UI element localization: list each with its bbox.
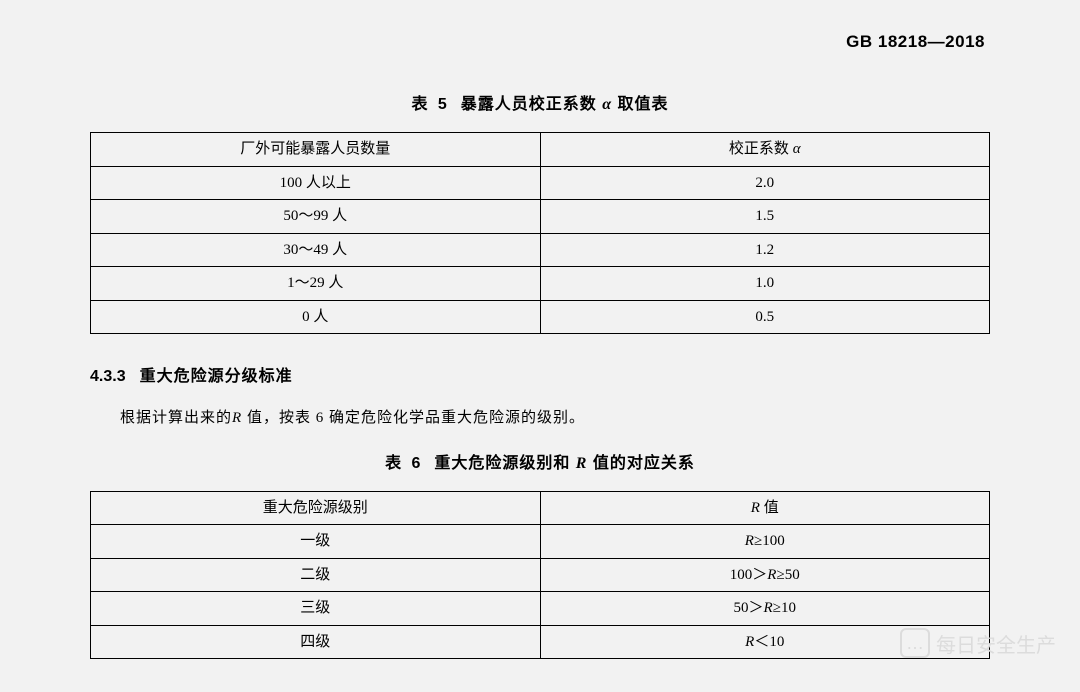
table-row: 50～99 人 1.5 bbox=[91, 200, 990, 234]
table5-col1-header: 厂外可能暴露人员数量 bbox=[91, 133, 541, 167]
table-row: 0 人 0.5 bbox=[91, 300, 990, 334]
table-row: 30～49 人 1.2 bbox=[91, 233, 990, 267]
cell: 二级 bbox=[91, 558, 541, 592]
cell: R＜10 bbox=[540, 625, 990, 659]
table5-title-num: 表 5 bbox=[411, 96, 449, 113]
cell-R: R bbox=[764, 600, 773, 616]
cell-seg: ≥10 bbox=[773, 600, 796, 616]
cell: 一级 bbox=[91, 525, 541, 559]
table6-col2-R: R bbox=[751, 500, 760, 516]
cell-seg: ＜10 bbox=[754, 634, 784, 650]
table-row: 100 人以上 2.0 bbox=[91, 166, 990, 200]
para-R: R bbox=[232, 410, 242, 426]
cell-seg: ≥50 bbox=[776, 567, 799, 583]
cell: 四级 bbox=[91, 625, 541, 659]
cell: 30～49 人 bbox=[91, 233, 541, 267]
cell-R: R bbox=[745, 533, 754, 549]
table6-title-num: 表 6 bbox=[385, 455, 423, 472]
table5-title-alpha: α bbox=[602, 96, 612, 113]
cell: 三级 bbox=[91, 592, 541, 626]
table6-title: 表 6 重大危险源级别和 R 值的对应关系 bbox=[90, 449, 990, 473]
table6-col2-suffix: 值 bbox=[760, 500, 779, 516]
table6: 重大危险源级别 R 值 一级 R≥100 二级 100＞R≥50 三级 50＞R… bbox=[90, 491, 990, 660]
table-row: 重大危险源级别 R 值 bbox=[91, 491, 990, 525]
cell: 0.5 bbox=[540, 300, 990, 334]
table6-title-main: 重大危险源级别和 bbox=[434, 455, 570, 472]
table5-title: 表 5 暴露人员校正系数 α 取值表 bbox=[90, 90, 990, 114]
cell-seg: 50＞ bbox=[734, 600, 764, 616]
cell: R≥100 bbox=[540, 525, 990, 559]
table5-col2-prefix: 校正系数 bbox=[729, 141, 789, 157]
cell: 100 人以上 bbox=[91, 166, 541, 200]
table5: 厂外可能暴露人员数量 校正系数 α 100 人以上 2.0 50～99 人 1.… bbox=[90, 132, 990, 334]
cell: 0 人 bbox=[91, 300, 541, 334]
cell: 1.5 bbox=[540, 200, 990, 234]
cell: 1.2 bbox=[540, 233, 990, 267]
para-seg1: 根据计算出来的 bbox=[120, 410, 232, 426]
cell: 1～29 人 bbox=[91, 267, 541, 301]
section-number: 4.3.3 bbox=[90, 368, 126, 385]
section-heading: 4.3.3 重大危险源分级标准 bbox=[90, 362, 990, 386]
table-row: 一级 R≥100 bbox=[91, 525, 990, 559]
standard-code: GB 18218—2018 bbox=[846, 32, 985, 52]
table5-title-suffix: 取值表 bbox=[618, 96, 669, 113]
table6-col2-header: R 值 bbox=[540, 491, 990, 525]
cell-R: R bbox=[745, 634, 754, 650]
table-row: 四级 R＜10 bbox=[91, 625, 990, 659]
cell-seg: ≥100 bbox=[754, 533, 785, 549]
table5-col2-header: 校正系数 α bbox=[540, 133, 990, 167]
table-row: 三级 50＞R≥10 bbox=[91, 592, 990, 626]
para-seg2: 值，按表 6 确定危险化学品重大危险源的级别。 bbox=[242, 410, 585, 426]
table5-col2-alpha: α bbox=[793, 141, 801, 157]
table6-col1-header: 重大危险源级别 bbox=[91, 491, 541, 525]
table-row: 1～29 人 1.0 bbox=[91, 267, 990, 301]
table-row: 厂外可能暴露人员数量 校正系数 α bbox=[91, 133, 990, 167]
cell: 50～99 人 bbox=[91, 200, 541, 234]
cell: 2.0 bbox=[540, 166, 990, 200]
table5-title-main: 暴露人员校正系数 bbox=[461, 96, 597, 113]
cell-seg: 100＞ bbox=[730, 567, 768, 583]
cell: 100＞R≥50 bbox=[540, 558, 990, 592]
cell: 1.0 bbox=[540, 267, 990, 301]
table6-title-R: R bbox=[576, 455, 588, 472]
section-title: 重大危险源分级标准 bbox=[140, 368, 293, 385]
table6-title-suffix: 值的对应关系 bbox=[593, 455, 695, 472]
cell: 50＞R≥10 bbox=[540, 592, 990, 626]
table-row: 二级 100＞R≥50 bbox=[91, 558, 990, 592]
section-paragraph: 根据计算出来的R 值，按表 6 确定危险化学品重大危险源的级别。 bbox=[90, 404, 990, 433]
